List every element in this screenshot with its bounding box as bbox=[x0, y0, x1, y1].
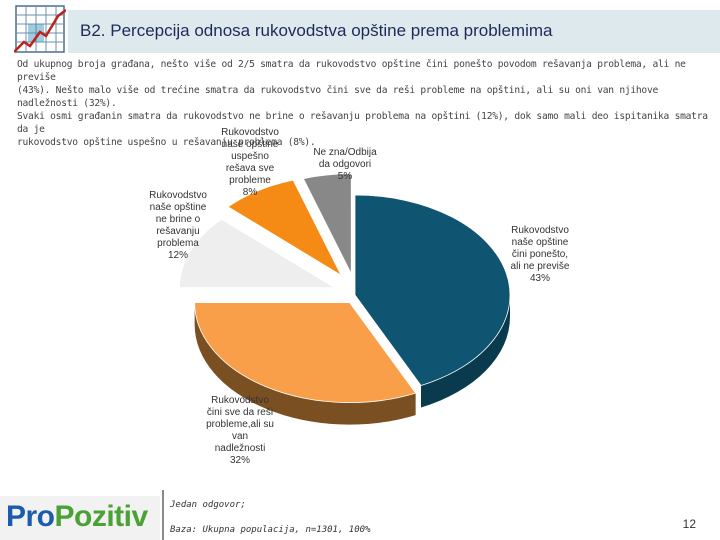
pie-slice-side bbox=[420, 295, 510, 408]
slice-label-line: uspešno bbox=[231, 151, 269, 162]
pie-slice bbox=[179, 218, 336, 289]
slice-label-line: Rukovodstvo bbox=[211, 395, 269, 406]
intro-line: Svaki osmi građanin smatra da rukovodstv… bbox=[17, 111, 708, 135]
slice-label-line: naše opštine bbox=[149, 202, 207, 213]
pie-slice-side bbox=[194, 302, 416, 425]
slice-label-line: ali ne previše bbox=[510, 261, 570, 272]
pie-chart-area: Rukovodstvo naše opštine čini ponešto, ali … bbox=[0, 110, 720, 490]
slice-label: Rukovodstvo naše opštine uspešno rešava sve… bbox=[195, 127, 305, 199]
pie-slice bbox=[302, 173, 352, 274]
pie-slice bbox=[227, 179, 343, 277]
slice-label-line: van bbox=[231, 431, 249, 442]
slice-label-line: problema bbox=[157, 238, 199, 249]
slice-label-line: nadležnosti bbox=[214, 443, 266, 454]
page-title: B2. Percepcija odnosa rukovodstva opštin… bbox=[80, 21, 553, 40]
slice-label-line: Rukovodstvo bbox=[221, 127, 279, 138]
slice-label-line: naše opštine bbox=[511, 237, 569, 248]
brand-pro-text: Pro bbox=[6, 500, 55, 533]
slice-label-line: rešavanju bbox=[156, 226, 200, 237]
slice-label-line: 43% bbox=[529, 273, 550, 284]
pie-slice bbox=[194, 302, 417, 403]
slice-label: Rukovodstvo naše opštine ne brine o rešavan… bbox=[133, 190, 223, 262]
pie-chart bbox=[179, 173, 511, 425]
slice-label-line: Rukovodstvo bbox=[149, 190, 207, 201]
slice-label-line: čini sve da reši bbox=[206, 407, 274, 418]
slice-label-line: 12% bbox=[167, 250, 188, 261]
slice-label-line: probleme bbox=[229, 175, 271, 186]
slice-label-line: 32% bbox=[229, 455, 250, 466]
intro-line: (43%). Nešto malo više od trećine smatra… bbox=[17, 85, 659, 109]
slice-label-line: rešava sve bbox=[225, 163, 275, 174]
pie-slice bbox=[354, 194, 511, 386]
chart-logo-icon bbox=[14, 5, 66, 53]
slice-label-line: Ne zna/Odbija bbox=[313, 147, 377, 158]
header-bar bbox=[68, 10, 720, 53]
base-note: Baza: Ukupna populacija, n=1301, 100% bbox=[170, 525, 371, 535]
page-number: 12 bbox=[682, 517, 696, 531]
brand-logo: ProPozitiv bbox=[0, 496, 160, 540]
slice-label-line: Rukovodstvo bbox=[511, 225, 569, 236]
brand-pozitiv-text: Pozitiv bbox=[54, 500, 149, 533]
intro-line: Od ukupnog broja građana, nešto više od … bbox=[17, 59, 686, 83]
slice-label: Rukovodstvo naše opštine čini ponešto, ali … bbox=[485, 225, 595, 285]
slice-label-line: čini ponešto, bbox=[511, 249, 569, 260]
slice-label: Rukovodstvo čini sve da reši probleme,ali … bbox=[185, 395, 295, 467]
intro-text: Od ukupnog broja građana, nešto više od … bbox=[17, 58, 713, 149]
answer-note: Jedan odgovor; bbox=[170, 500, 246, 510]
slice-label-line: naše opštine bbox=[221, 139, 279, 150]
intro-line: rukovodstvo opštine uspešno u rešavanju … bbox=[17, 137, 316, 148]
slice-label-line: probleme,ali su bbox=[206, 419, 274, 430]
slice-label-line: 8% bbox=[242, 187, 258, 198]
slice-label: Ne zna/Odbija da odgovori 5% bbox=[290, 147, 400, 183]
slice-label-line: ne brine o bbox=[155, 214, 201, 225]
footer-divider bbox=[162, 490, 164, 540]
slice-label-line: 5% bbox=[337, 171, 353, 182]
brand-wordmark: ProPozitiv bbox=[6, 500, 148, 534]
slice-label-line: da odgovori bbox=[318, 159, 372, 170]
